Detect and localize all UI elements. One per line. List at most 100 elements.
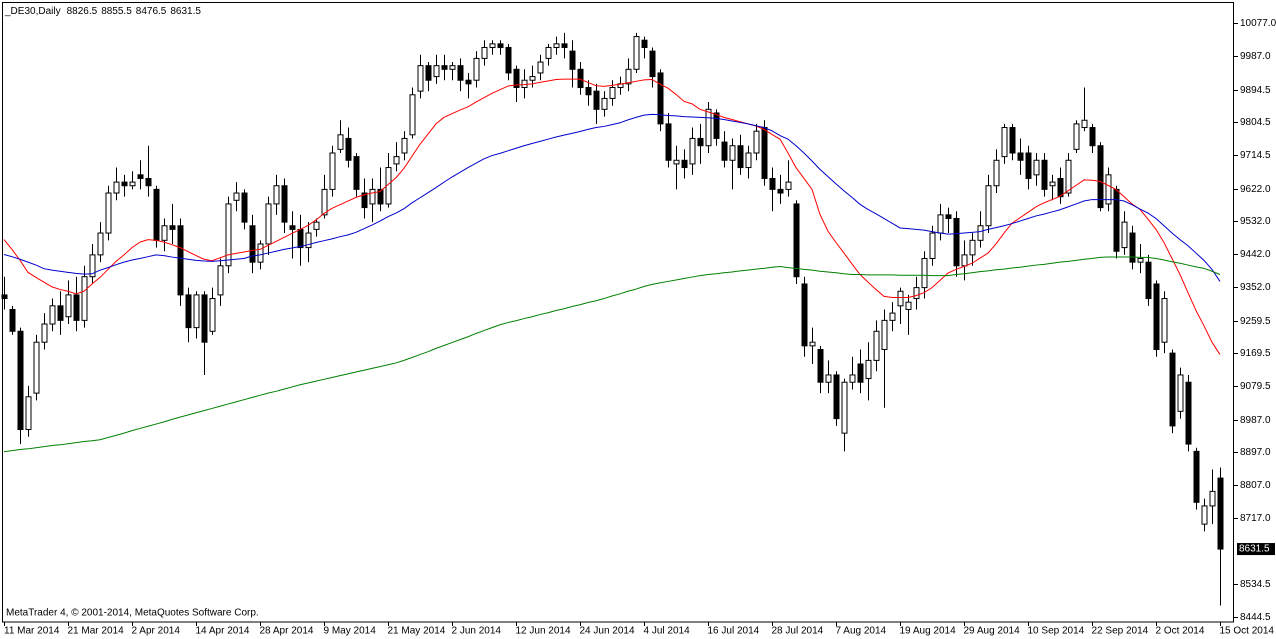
candle-body — [273, 185, 280, 205]
y-tick-label: 8534.5 — [1240, 579, 1271, 590]
x-tick-label: 4 Jul 2014 — [644, 626, 691, 637]
candle-body — [649, 50, 656, 78]
candle-body — [1097, 145, 1104, 209]
candle-body — [937, 214, 944, 234]
candle-body — [745, 152, 752, 169]
candle-body — [929, 232, 936, 260]
candle-body — [977, 225, 984, 241]
candle-body — [393, 156, 400, 165]
candle-body — [673, 159, 680, 165]
candle-body — [65, 294, 72, 318]
last-price-label: 8631.5 — [1239, 544, 1270, 555]
candle-body — [169, 225, 176, 230]
candle-body — [609, 87, 616, 99]
y-tick-label: 9622.0 — [1240, 184, 1271, 195]
moving-average-line — [3, 78, 1221, 355]
candle-body — [1121, 221, 1128, 249]
candle-body — [1081, 119, 1088, 129]
candle-body — [849, 374, 856, 383]
candle-body — [481, 46, 488, 59]
candle-body — [529, 76, 536, 81]
candle-body — [409, 94, 416, 136]
plot-border — [2, 2, 1234, 623]
y-tick-label: 9532.0 — [1240, 216, 1271, 227]
x-tick-label: 2 Apr 2014 — [132, 626, 181, 637]
candle-body — [25, 396, 32, 431]
candle-body — [1129, 232, 1136, 263]
candle-body — [833, 374, 840, 420]
candle-body — [513, 68, 520, 89]
candle-body — [969, 239, 976, 256]
candle-body — [761, 127, 768, 179]
y-tick-label: 9894.5 — [1240, 85, 1271, 96]
candle-body — [161, 225, 168, 241]
candle-body — [249, 225, 256, 263]
candle-body — [73, 294, 80, 321]
candle-body — [1017, 152, 1024, 161]
candle-body — [9, 308, 16, 332]
candle-body — [841, 381, 848, 434]
candle-body — [1177, 374, 1184, 412]
candle-body — [1193, 450, 1200, 503]
candle-body — [1057, 177, 1064, 198]
candle-body — [641, 39, 648, 48]
candle-body — [753, 130, 760, 154]
candle-body — [601, 97, 608, 110]
moving-average-line — [3, 113, 1221, 282]
candle-body — [241, 192, 248, 223]
y-tick-label: 8897.0 — [1240, 447, 1271, 458]
candle-body — [57, 305, 64, 321]
candle-body — [1089, 127, 1096, 147]
last-close: 8631.5 — [170, 6, 201, 17]
candle-body — [17, 330, 24, 431]
candle-body — [505, 46, 512, 74]
candle-body — [145, 177, 152, 187]
candle-body — [425, 65, 432, 81]
candle-body — [521, 79, 528, 89]
candle-body — [537, 61, 544, 74]
candle-body — [729, 145, 736, 161]
candle-body — [793, 203, 800, 278]
candle-body — [737, 145, 744, 169]
candle-body — [665, 123, 672, 161]
candle-body — [97, 232, 104, 256]
candle-body — [657, 72, 664, 125]
candle-body — [1033, 159, 1040, 176]
candle-body — [121, 181, 128, 187]
last-price-tag — [1237, 543, 1275, 556]
candle-body — [177, 225, 184, 296]
y-tick-label: 9714.5 — [1240, 150, 1271, 161]
candle-body — [865, 359, 872, 380]
candle-body — [193, 294, 200, 329]
candle-body — [1201, 505, 1208, 525]
candle-body — [713, 112, 720, 139]
candle-body — [625, 68, 632, 85]
candle-body — [113, 181, 120, 194]
candle-body — [281, 185, 288, 223]
x-tick-label: 16 Jul 2014 — [708, 626, 760, 637]
last-high: 8855.5 — [101, 6, 132, 17]
candle-body — [585, 87, 592, 96]
y-tick-label: 9079.5 — [1240, 381, 1271, 392]
x-tick-label: 12 Jun 2014 — [516, 626, 571, 637]
x-tick-label: 2 Oct 2014 — [1156, 626, 1205, 637]
y-tick-label: 9259.5 — [1240, 316, 1271, 327]
candle-body — [329, 152, 336, 190]
y-tick-label: 9352.0 — [1240, 282, 1271, 293]
candle-body — [633, 36, 640, 70]
x-tick-label: 22 Sep 2014 — [1092, 626, 1149, 637]
candle-body — [81, 276, 88, 321]
x-tick-label: 28 Jul 2014 — [772, 626, 824, 637]
chart-title: _DE30,Daily — [4, 6, 61, 17]
candle-body — [297, 228, 304, 249]
candle-body — [233, 192, 240, 201]
candle-body — [961, 254, 968, 267]
candle-body — [465, 79, 472, 85]
footer: MetaTrader 4, © 2001-2014, MetaQuotes So… — [6, 608, 259, 619]
candle-body — [209, 298, 216, 332]
x-tick-label: 29 Aug 2014 — [964, 626, 1021, 637]
x-tick-label: 9 May 2014 — [324, 626, 377, 637]
candle-body — [1105, 174, 1112, 205]
candle-body — [289, 225, 296, 230]
